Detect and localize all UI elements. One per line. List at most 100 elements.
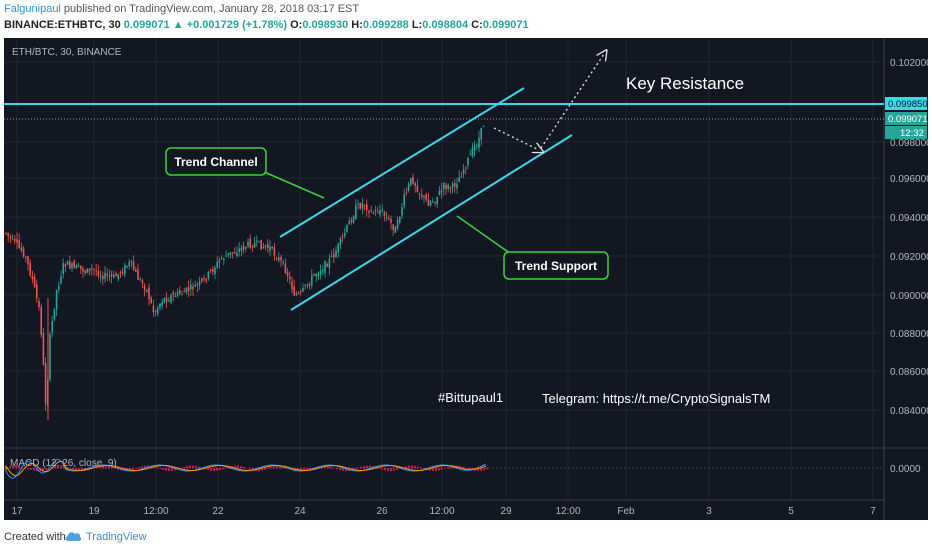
candle-body [337, 243, 339, 253]
trend-support-callout[interactable] [503, 251, 609, 280]
candle-body [124, 264, 126, 275]
price-tick-label: 0.102000 [890, 58, 928, 69]
macd-histogram-bar [111, 466, 113, 469]
macd-histogram-bar [336, 468, 338, 470]
candle-body [36, 284, 38, 299]
macd-histogram-bar [96, 466, 98, 469]
candle-body [363, 205, 366, 207]
candle-body [319, 270, 322, 275]
macd-histogram-bar [75, 468, 77, 471]
candle-body [205, 278, 207, 282]
macd-histogram-bar [486, 468, 488, 470]
candle-body [476, 145, 478, 147]
candle-body [465, 167, 467, 169]
candle-body [394, 226, 397, 233]
candle-body [148, 287, 150, 300]
last-price: 0.099071 [123, 19, 170, 31]
candle-body [115, 273, 117, 277]
candle-body [212, 269, 214, 272]
candle-body [95, 270, 97, 272]
candle-body [190, 284, 192, 290]
trend-channel-callout[interactable] [165, 147, 267, 176]
macd-histogram-bar [168, 468, 170, 471]
macd-histogram-bar [135, 468, 137, 469]
candle-body [181, 294, 183, 296]
candle-body [414, 183, 416, 186]
trend-channel-upper-line[interactable] [279, 87, 525, 238]
price-chart-svg[interactable]: Trend Channel Trend Support ETH/BTC, 30,… [4, 38, 932, 520]
candle-body [44, 363, 47, 404]
macd-histogram-bar [306, 468, 308, 471]
time-tick-label: Feb [617, 506, 635, 517]
candle-body [236, 252, 238, 257]
low-value: 0.098804 [422, 19, 469, 31]
candle-body [258, 241, 260, 243]
candle-body [418, 193, 421, 195]
macd-histogram-bar [219, 468, 221, 471]
price-axis[interactable]: 0.102000 0.098000 0.096000 0.094000 0.092000… [890, 58, 932, 417]
candle-body [412, 176, 414, 184]
trend-channel-lower-line[interactable] [290, 134, 573, 311]
publish-info: Falgunipaul published on TradingView.com… [4, 3, 359, 15]
candle-body [377, 211, 379, 213]
price-tick-label: 0.084000 [890, 406, 928, 417]
candle-body [339, 238, 342, 245]
candle-body [322, 270, 324, 272]
macd-histogram-bar [153, 466, 155, 469]
candle-body [143, 285, 146, 290]
candle-body [157, 307, 159, 314]
macd-histogram-bar [30, 468, 32, 470]
candle-body [161, 301, 163, 306]
macd-histogram-bar [105, 465, 107, 469]
candle-body [135, 269, 137, 272]
candle-body [381, 210, 383, 212]
candle-body [42, 333, 45, 365]
candle-body [121, 271, 124, 273]
candle-body [471, 147, 474, 157]
candle-body [53, 308, 56, 320]
candle-body [370, 209, 372, 211]
candle-body [293, 286, 295, 296]
candle-body [344, 232, 346, 237]
candle-body [77, 265, 80, 267]
candle-body [201, 278, 203, 282]
candle-body [436, 197, 438, 205]
macd-histogram-bar [300, 468, 302, 471]
macd-histogram-bar [54, 466, 56, 469]
candle-body [361, 203, 364, 209]
macd-histogram-bar [216, 468, 218, 471]
candle-body [126, 266, 128, 268]
macd-histogram-bar [123, 468, 125, 471]
time-axis[interactable]: 17 19 12:00 22 24 26 12:00 29 12:00 Feb 3 5 7 [11, 506, 876, 517]
telegram-text: Telegram: https://t.me/CryptoSignalsTM [542, 391, 770, 406]
macd-histogram-bar [462, 466, 464, 469]
candle-body [359, 203, 361, 209]
candle-body [302, 287, 304, 292]
close-label: C: [471, 19, 483, 31]
candle-body [291, 281, 293, 290]
candle-body [264, 245, 267, 247]
tradingview-link[interactable]: TradingView [86, 531, 147, 543]
macd-histogram-bar [42, 468, 44, 471]
candle-body [456, 183, 458, 189]
macd-histogram-bar [108, 466, 110, 469]
chart-area[interactable]: Trend Channel Trend Support ETH/BTC, 30,… [4, 38, 932, 520]
macd-histogram-bar [60, 465, 62, 469]
candle-body [460, 176, 463, 178]
candle-body [183, 291, 185, 293]
macd-histogram-bar [33, 468, 35, 471]
candle-body [14, 238, 16, 242]
candle-body [18, 240, 20, 248]
candle-body [165, 297, 168, 302]
candle-body [308, 284, 311, 287]
macd-histogram-bar [279, 465, 281, 469]
macd-histogram-bar [129, 468, 131, 471]
price-tick-label: 0.086000 [890, 367, 928, 378]
candle-body [40, 306, 42, 335]
price-tick-label: 0.090000 [890, 291, 928, 302]
candle-body [11, 237, 14, 239]
author-link[interactable]: Falgunipaul [4, 3, 61, 15]
macd-histogram-bar [234, 465, 236, 469]
macd-histogram-bar [141, 466, 143, 469]
macd-histogram-bar [405, 466, 407, 469]
